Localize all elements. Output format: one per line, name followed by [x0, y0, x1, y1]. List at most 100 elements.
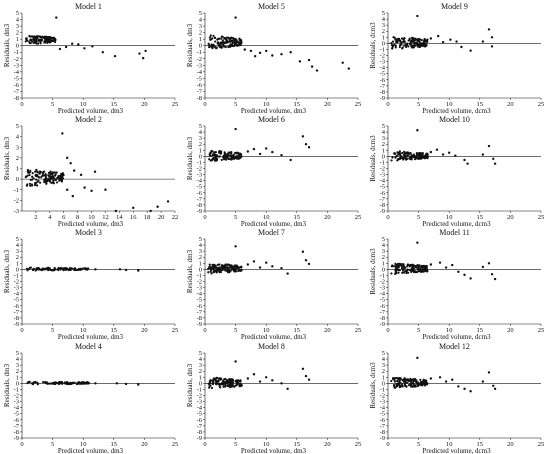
y-tick-label: -8	[14, 315, 19, 322]
data-point	[41, 174, 44, 177]
y-tick-label: 2	[382, 141, 385, 148]
y-tick-label: -7	[14, 88, 20, 95]
data-point	[237, 379, 240, 382]
data-point	[412, 382, 415, 385]
data-point	[141, 56, 145, 60]
data-point	[28, 171, 32, 174]
data-point	[233, 39, 236, 42]
y-tick-label: -3	[197, 285, 202, 292]
data-point	[425, 40, 428, 43]
data-point	[211, 157, 214, 161]
data-point	[416, 14, 419, 18]
y-tick-label: 5	[16, 350, 19, 357]
y-tick-label: 5	[382, 350, 385, 357]
data-point	[28, 381, 31, 384]
x-tick-label: 10	[446, 101, 453, 108]
x-tick-label: 10	[446, 441, 453, 448]
data-point	[243, 48, 246, 51]
x-tick-label: 10	[446, 214, 453, 221]
data-point	[234, 127, 237, 131]
data-point	[234, 16, 237, 19]
data-point	[481, 380, 485, 383]
data-point	[64, 45, 68, 49]
data-point	[460, 45, 463, 49]
data-point	[421, 156, 424, 160]
data-point	[213, 151, 216, 154]
data-point	[435, 148, 439, 151]
x-tick-label: 5	[234, 214, 237, 221]
data-point	[240, 265, 243, 269]
data-point	[52, 37, 55, 40]
x-tick-label: 10	[446, 327, 453, 334]
y-tick-label: -6	[380, 190, 386, 197]
y-tick-label: -3	[380, 285, 385, 292]
data-point	[230, 264, 233, 267]
data-point	[66, 381, 69, 384]
x-tick-label: 10	[263, 101, 270, 108]
data-point	[239, 153, 243, 156]
y-axis-label: Residuals, dm3	[186, 136, 194, 180]
data-point	[404, 152, 407, 155]
data-point	[206, 267, 210, 270]
data-point	[82, 381, 85, 384]
data-point	[138, 52, 141, 55]
data-point	[217, 37, 220, 40]
data-point	[449, 38, 452, 41]
data-point	[271, 54, 274, 57]
data-point	[223, 378, 226, 381]
data-point	[304, 143, 308, 146]
data-point	[42, 171, 45, 174]
y-tick-label: -4	[14, 405, 20, 412]
x-tick-label: 15	[111, 327, 118, 334]
data-point	[457, 385, 460, 388]
data-point	[280, 382, 283, 385]
data-point	[93, 170, 97, 173]
data-point	[94, 268, 97, 271]
x-tick-label: 20	[324, 214, 331, 221]
panel-title: Model 2	[75, 115, 102, 124]
data-point	[271, 265, 274, 268]
data-point	[410, 270, 413, 273]
data-point	[232, 37, 235, 40]
data-point	[441, 153, 445, 156]
data-point	[114, 209, 118, 213]
data-point	[438, 376, 442, 379]
data-point	[149, 209, 152, 213]
x-axis-label: Predicted volume, dm3	[58, 333, 124, 341]
y-tick-label: -2	[197, 393, 202, 400]
y-tick-label: 4	[199, 129, 203, 136]
y-tick-label: 5	[199, 236, 202, 243]
data-point	[405, 269, 408, 272]
data-point	[407, 384, 411, 387]
data-point	[408, 37, 411, 40]
data-point	[217, 382, 221, 386]
data-point	[304, 374, 308, 378]
x-axis-label: Predicted volume, dm3	[241, 107, 307, 115]
x-tick-label: 0	[20, 101, 23, 108]
panel-title: Model 6	[258, 115, 285, 124]
data-point	[396, 377, 400, 380]
x-axis-label: Predicted volume, dcm3	[422, 447, 491, 454]
y-tick-label: -7	[380, 196, 386, 203]
data-point	[487, 262, 491, 265]
data-point	[405, 158, 408, 161]
data-point	[52, 181, 55, 184]
y-tick-label: 4	[382, 16, 386, 23]
data-point	[418, 45, 421, 49]
data-point	[341, 61, 344, 64]
data-point	[404, 381, 407, 384]
x-tick-label: 25	[538, 214, 545, 221]
y-tick-label: 1	[382, 260, 385, 267]
data-point	[36, 184, 39, 187]
x-tick-label: 15	[477, 214, 484, 221]
data-point	[77, 267, 81, 271]
data-point	[421, 265, 424, 269]
data-point	[235, 381, 238, 385]
panel-title: Model 10	[439, 115, 470, 124]
data-point	[416, 241, 419, 244]
data-point	[397, 382, 401, 386]
x-tick-label: 20	[158, 214, 165, 221]
y-tick-label: -9	[197, 435, 202, 442]
data-point	[252, 260, 256, 263]
data-point	[33, 35, 36, 38]
